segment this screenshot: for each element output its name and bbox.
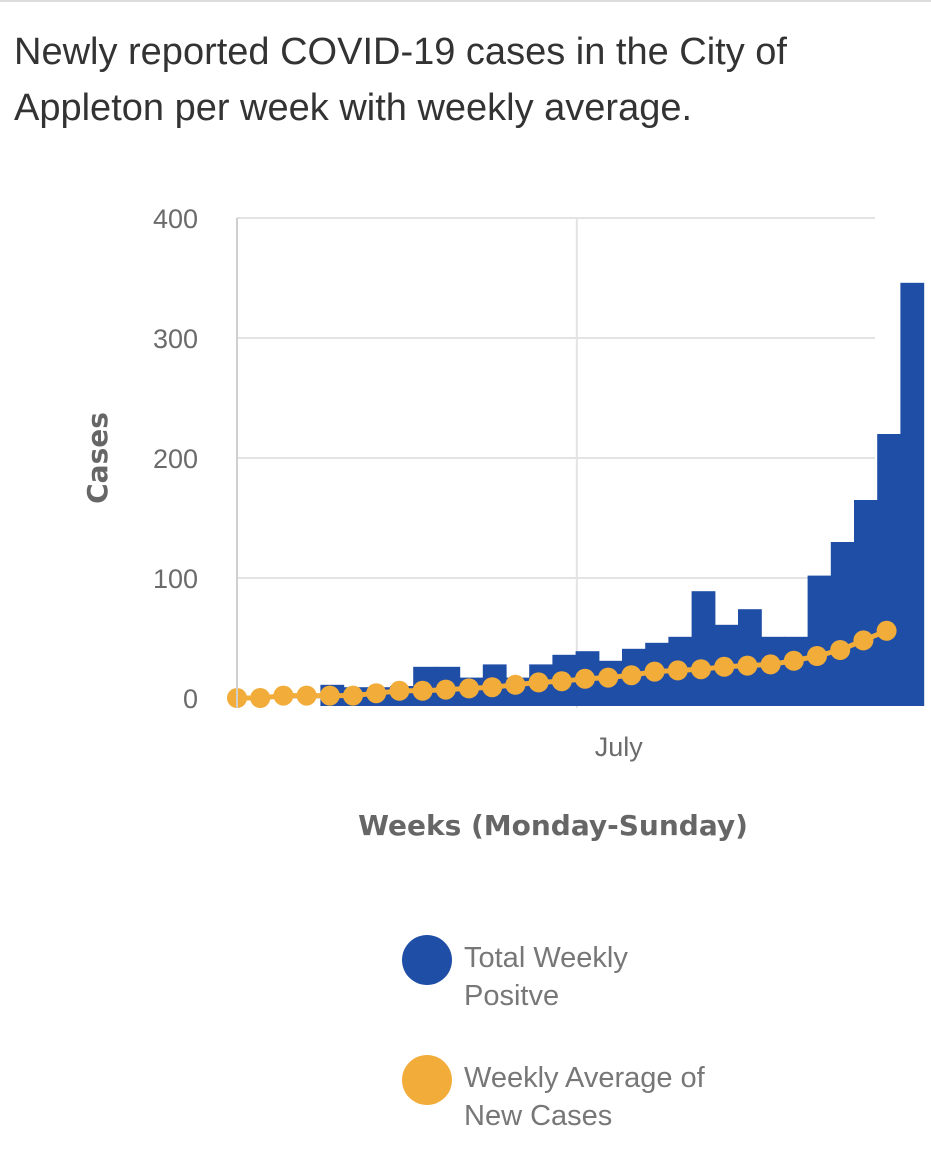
average-point [319, 685, 340, 706]
average-point [412, 680, 433, 701]
average-point [296, 685, 317, 706]
average-point [528, 672, 549, 693]
legend: Total Weekly Positve Weekly Average of N… [402, 935, 724, 1175]
legend-label: Weekly Average of New Cases [464, 1062, 705, 1132]
chart-title: Newly reported COVID-19 cases in the Cit… [14, 31, 787, 129]
y-tick-label: 300 [153, 324, 198, 354]
x-axis-title: Weeks (Monday-Sunday) [358, 809, 748, 842]
average-point [505, 674, 526, 695]
average-point [482, 677, 503, 698]
average-point [389, 680, 410, 701]
average-point [598, 667, 619, 688]
y-axis-title: Cases [81, 412, 114, 504]
legend-swatch-blue [402, 935, 452, 985]
average-point [273, 685, 294, 706]
average-point [343, 685, 363, 706]
bar [830, 542, 855, 706]
average-point [783, 650, 804, 671]
average-point [667, 660, 688, 681]
bar [854, 500, 878, 706]
top-border [0, 0, 931, 2]
average-point [459, 678, 479, 699]
average-point [551, 671, 572, 692]
y-tick-label: 0 [183, 684, 198, 714]
bar [900, 282, 925, 706]
legend-item-weekly-average[interactable]: Weekly Average of New Cases [402, 1055, 724, 1135]
legend-item-weekly-positive[interactable]: Total Weekly Positve [402, 935, 724, 1015]
legend-swatch-orange [402, 1055, 452, 1105]
average-point [435, 679, 456, 700]
average-point [691, 659, 711, 680]
average-point [853, 630, 874, 651]
bar [807, 575, 832, 706]
bar [877, 434, 901, 706]
x-tick-label: July [595, 732, 644, 762]
covid-cases-chart: 0 100 200 300 400 July Cases Weeks (Monday-Su… [81, 204, 925, 842]
average-point [366, 683, 387, 704]
y-tick-label: 200 [153, 444, 198, 474]
average-point [644, 661, 665, 682]
average-point [876, 620, 897, 641]
average-point [830, 640, 851, 660]
average-point [621, 665, 642, 686]
average-point [575, 668, 595, 689]
y-tick-label: 100 [153, 564, 198, 594]
average-point [714, 656, 735, 677]
legend-label: Total Weekly Positve [464, 942, 628, 1012]
average-point [737, 655, 758, 676]
bar [784, 636, 809, 706]
bar [691, 591, 716, 706]
average-point [250, 688, 271, 708]
axis-layer: 0 100 200 300 400 July [153, 204, 643, 762]
y-tick-label: 400 [153, 204, 198, 234]
grid-layer [237, 217, 875, 708]
average-point [760, 654, 781, 675]
average-point [807, 646, 827, 666]
